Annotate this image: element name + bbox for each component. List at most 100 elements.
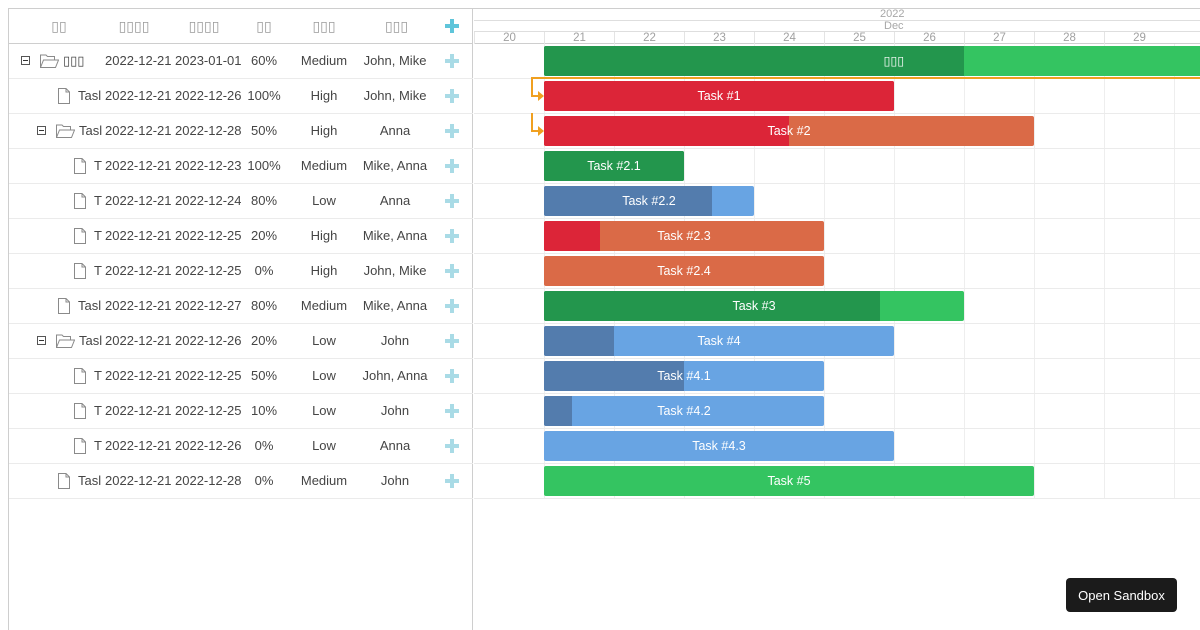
task-progress: 10% [250,403,278,418]
column-header-start[interactable]: ▯▯▯▯ [118,18,150,34]
task-row[interactable]: ▯▯▯ 2022-12-21 2023-01-01 60% Medium John, Mi… [9,44,473,79]
task-assignee: Mike, Anna [362,298,428,313]
task-bar-label: Task #4.2 [657,404,711,418]
file-icon [73,228,87,247]
task-row[interactable]: Tasl 2022-12-21 2022-12-27 80% Medium Mike, A… [9,289,473,324]
timeline-day-label: 26 [894,32,964,44]
task-name[interactable]: Tasl [79,333,103,348]
task-bar-label: Task #2 [767,124,811,138]
column-header-priority[interactable]: ▯▯▯ [312,18,336,34]
task-name[interactable]: ▯▯▯ [63,53,85,68]
task-bar[interactable]: Task #2.3 [544,221,824,251]
add-subtask-button[interactable] [445,194,459,208]
task-name[interactable]: Tasl [78,298,102,313]
task-bar-label: Task #2.2 [622,194,676,208]
timeline-day-label: 24 [754,32,824,44]
add-subtask-button[interactable] [445,89,459,103]
task-priority: Low [312,403,336,418]
task-row[interactable]: Tasl 2022-12-21 2022-12-26 100% High John, Mi… [9,79,473,114]
task-row[interactable]: T 2022-12-21 2022-12-25 50% Low John, Anna [9,359,473,394]
add-subtask-button[interactable] [445,334,459,348]
timeline-row-line [474,288,1200,289]
task-bar[interactable]: Task #3 [544,291,964,321]
add-subtask-button[interactable] [445,404,459,418]
task-bar[interactable]: Task #2.1 [544,151,684,181]
timeline-gridline [1034,44,1035,499]
add-subtask-button[interactable] [445,369,459,383]
task-end-date: 2022-12-25 [175,368,241,383]
add-subtask-button[interactable] [445,54,459,68]
task-bar[interactable]: Task #4.1 [544,361,824,391]
task-progress: 80% [250,298,278,313]
add-subtask-button[interactable] [445,229,459,243]
task-row[interactable]: T 2022-12-21 2022-12-25 10% Low John [9,394,473,429]
add-subtask-button[interactable] [445,124,459,138]
dependency-link[interactable] [531,113,541,132]
task-bar[interactable]: Task #2 [544,116,1034,146]
file-icon [73,263,87,282]
task-assignee: John, Anna [362,368,428,383]
task-name[interactable]: T [94,368,102,383]
timeline-day-label: 23 [684,32,754,44]
timeline-month-label: Dec [884,20,904,32]
add-subtask-button[interactable] [445,299,459,313]
task-row[interactable]: Tasl 2022-12-21 2022-12-28 50% High Anna [9,114,473,149]
collapse-toggle-icon[interactable] [21,56,30,65]
folder-open-icon [40,54,60,71]
task-bar[interactable]: ▯▯▯ [544,46,1200,76]
add-task-header-button[interactable] [445,19,459,33]
add-subtask-button[interactable] [445,474,459,488]
collapse-toggle-icon[interactable] [37,126,46,135]
column-header-end[interactable]: ▯▯▯▯ [188,18,220,34]
task-name[interactable]: T [94,263,102,278]
task-bar[interactable]: Task #1 [544,81,894,111]
task-start-date: 2022-12-21 [105,88,171,103]
task-name[interactable]: Tasl [78,473,102,488]
task-row[interactable]: T 2022-12-21 2022-12-24 80% Low Anna [9,184,473,219]
add-subtask-button[interactable] [445,264,459,278]
task-end-date: 2022-12-27 [175,298,241,313]
task-row[interactable]: T 2022-12-21 2022-12-25 20% High Mike, Anna [9,219,473,254]
task-progress: 60% [250,53,278,68]
folder-open-icon [56,124,76,141]
task-bar[interactable]: Task #2.2 [544,186,754,216]
task-end-date: 2022-12-25 [175,403,241,418]
column-header-assignee[interactable]: ▯▯▯ [384,18,409,34]
task-name[interactable]: T [94,438,102,453]
task-priority: Medium [300,53,348,68]
task-name[interactable]: T [94,228,102,243]
open-sandbox-button[interactable]: Open Sandbox [1066,578,1177,612]
task-row[interactable]: T 2022-12-21 2022-12-26 0% Low Anna [9,429,473,464]
task-name[interactable]: Tasl [78,88,102,103]
task-assignee: Mike, Anna [362,228,428,243]
task-bar[interactable]: Task #4 [544,326,894,356]
task-row[interactable]: T 2022-12-21 2022-12-25 0% High John, Mike [9,254,473,289]
task-name[interactable]: T [94,403,102,418]
task-start-date: 2022-12-21 [105,368,171,383]
task-bar-label: Task #5 [767,474,811,488]
column-header-progress[interactable]: ▯▯ [256,18,272,34]
task-bar-progress [544,326,614,356]
collapse-toggle-icon[interactable] [37,336,46,345]
task-row[interactable]: Tasl 2022-12-21 2022-12-26 20% Low John [9,324,473,359]
timeline-day-label: 28 [1034,32,1104,44]
task-bar[interactable]: Task #2.4 [544,256,824,286]
task-assignee: Anna [379,438,411,453]
task-name[interactable]: T [94,193,102,208]
task-bar[interactable]: Task #4.2 [544,396,824,426]
task-row[interactable]: T 2022-12-21 2022-12-23 100% Medium Mike, Ann… [9,149,473,184]
task-name[interactable]: Tasl [79,123,103,138]
file-icon [57,473,71,492]
task-bar[interactable]: Task #5 [544,466,1034,496]
column-header-name[interactable]: ▯▯ [51,18,67,34]
task-progress: 50% [250,123,278,138]
task-priority: Medium [300,473,348,488]
add-subtask-button[interactable] [445,159,459,173]
task-name[interactable]: T [94,158,102,173]
task-bar-label: Task #4 [697,334,741,348]
task-end-date: 2023-01-01 [175,53,241,68]
file-icon [73,158,87,177]
add-subtask-button[interactable] [445,439,459,453]
task-row[interactable]: Tasl 2022-12-21 2022-12-28 0% Medium John [9,464,473,499]
task-bar[interactable]: Task #4.3 [544,431,894,461]
